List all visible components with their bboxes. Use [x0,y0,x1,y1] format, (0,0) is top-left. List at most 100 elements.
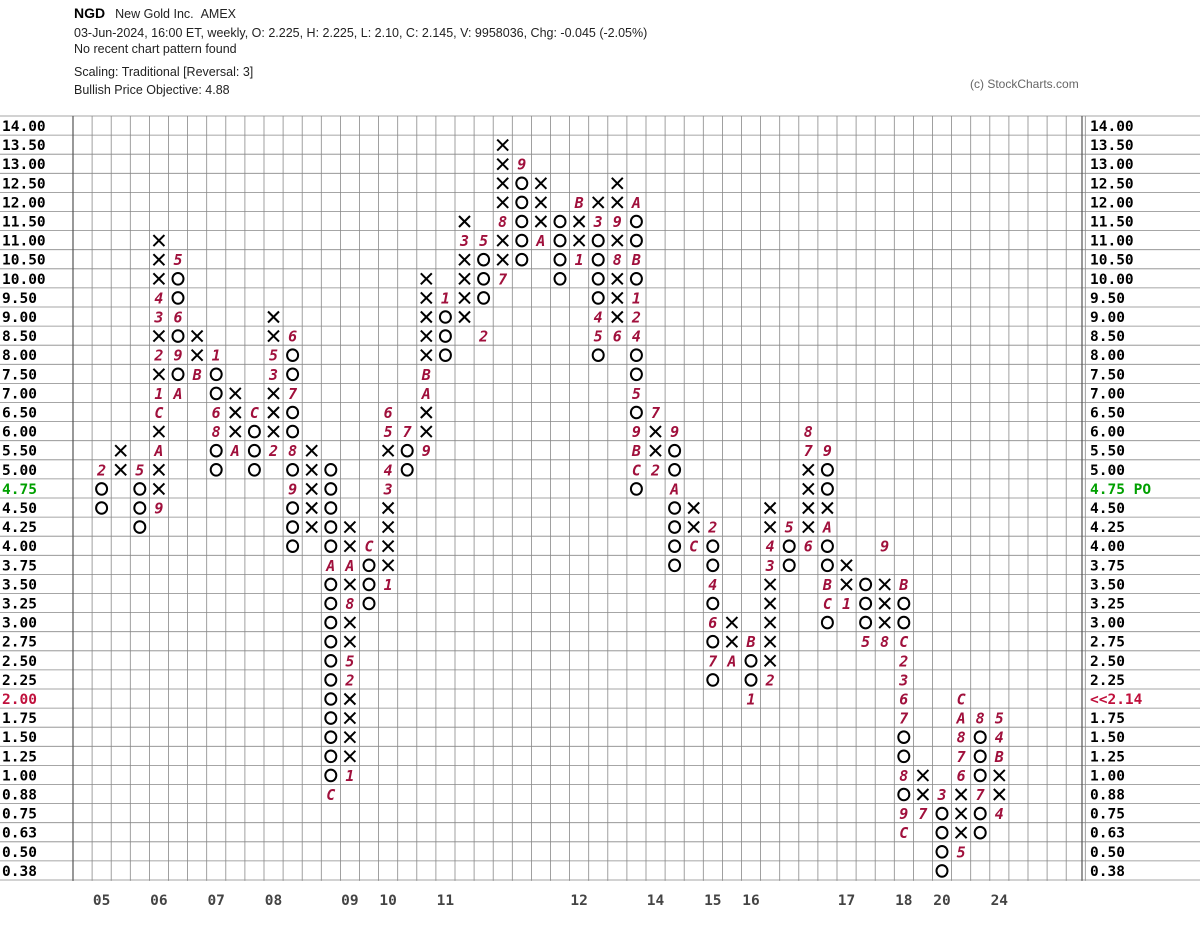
y-tick-label-right: 14.00 [1090,119,1134,135]
y-tick-label-left: 3.50 [2,577,37,593]
x-mark [343,616,357,629]
x-mark [954,788,968,801]
y-tick-label-right: 13.50 [1090,138,1134,154]
x-mark [305,482,318,496]
o-mark [973,730,987,745]
month-mark: 1 [842,595,851,613]
o-mark [400,443,414,458]
month-mark: 9 [422,442,431,460]
month-mark: 2 [898,652,908,670]
y-tick-label-left: 2.75 [2,635,37,651]
o-mark [515,214,529,229]
x-axis-years: 05 06 07 08 09 10 11 12 14 15 16 17 18 20 24 [93,893,1008,909]
o-mark [362,596,376,611]
o-mark [820,539,834,554]
o-mark [897,596,911,611]
o-mark [324,654,338,668]
x-mark [534,196,548,209]
month-mark: 9 [613,213,622,231]
x-mark [572,234,586,247]
o-mark [859,596,873,611]
o-mark [438,329,452,343]
x-mark [687,501,700,515]
month-mark: 2 [96,461,106,479]
x-mark [381,520,395,534]
o-mark [668,463,682,477]
o-mark [515,233,529,248]
x-mark [496,138,509,152]
o-mark [286,501,300,515]
x-mark [152,234,166,247]
x-mark [267,387,280,400]
month-mark: B [994,748,1004,766]
o-mark [820,463,834,477]
y-tick-label-right: 7.50 [1090,367,1125,383]
month-mark: 4 [594,309,603,327]
x-mark [305,501,318,515]
month-mark: 4 [995,805,1004,823]
o-mark [477,252,491,267]
o-mark [629,348,643,363]
month-mark: 6 [212,404,221,422]
o-mark [209,386,223,401]
x-mark [496,157,509,171]
month-mark: 4 [154,289,163,307]
month-mark: 3 [383,480,393,498]
month-mark: 6 [804,538,813,556]
o-mark [553,272,567,286]
month-mark: A [421,385,431,403]
o-mark [247,424,261,439]
x-mark [993,769,1006,782]
price-objective-line: Bullish Price Objective: 4.88 [74,83,230,97]
month-mark: 2 [344,671,354,689]
month-mark: 8 [804,423,813,441]
y-tick-label-left: 11.50 [2,215,46,231]
y-tick-label-left: 3.00 [2,616,37,632]
y-tick-label-left: 4.00 [2,539,37,555]
x-mark [687,520,700,534]
y-tick-label-right: 6.00 [1090,425,1125,441]
month-mark: 7 [957,748,966,766]
o-mark [629,482,643,496]
o-mark [286,367,300,382]
o-mark [324,711,338,725]
y-tick-label-right: 5.50 [1090,444,1125,460]
y-tick-label-left: 8.00 [2,348,37,364]
x-mark [114,444,127,457]
y-tick-label-right: 12.50 [1090,176,1134,192]
y-tick-label-left: 12.50 [2,176,46,192]
x-mark [496,177,509,190]
x-mark [152,482,166,496]
month-mark: C [899,633,908,651]
y-tick-label-right: 4.75 PO [1090,482,1151,498]
month-mark: 9 [670,423,679,441]
x-mark [267,329,280,343]
month-mark: 4 [632,328,641,346]
month-mark: 7 [288,385,297,403]
x-mark [114,463,127,477]
o-mark [247,463,261,477]
y-axis-left: 14.00 13.50 13.00 12.50 12.00 11.50 11.00 10.50… [2,119,46,880]
y-tick-label-right: 10.00 [1090,272,1134,288]
month-mark: 6 [288,328,297,346]
month-mark: B [822,576,832,594]
month-mark: 5 [135,461,144,479]
month-mark: B [631,442,641,460]
month-mark: A [153,442,163,460]
pattern-line: No recent chart pattern found [74,42,237,56]
month-mark: B [631,251,641,269]
month-mark: C [632,461,641,479]
y-tick-label-right: 2.50 [1090,654,1125,670]
y-tick-label-left: 6.00 [2,425,37,441]
o-mark [362,558,376,573]
x-year-label: 07 [207,893,224,909]
x-mark [343,692,357,706]
month-mark: 5 [384,423,393,441]
month-mark: 8 [345,595,354,613]
y-tick-label-right: 2.75 [1090,635,1125,651]
o-mark [668,539,682,554]
x-mark [611,291,624,305]
o-mark [553,214,567,229]
month-mark: 9 [899,805,908,823]
